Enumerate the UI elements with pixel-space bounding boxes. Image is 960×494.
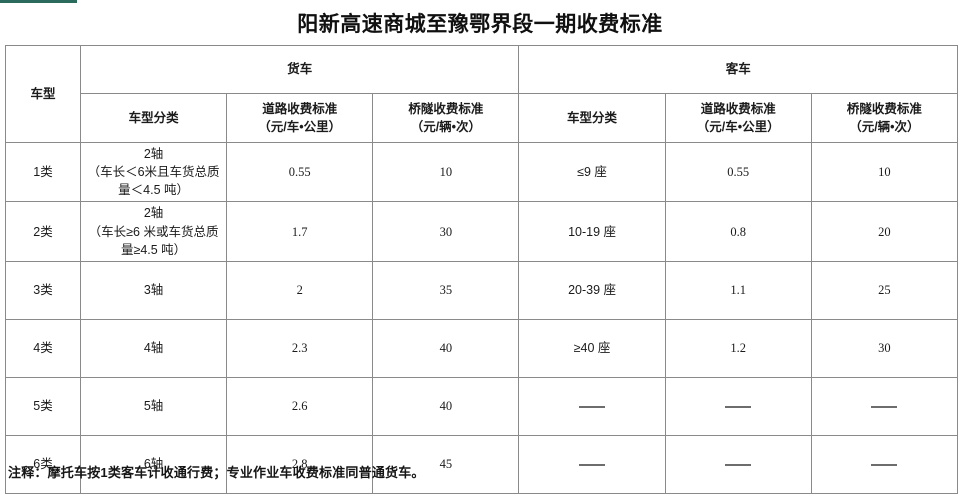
header-passenger-bridge-fee-line2: （元/辆•次） [849, 120, 920, 134]
table-row: 4类 4轴 2.3 40 ≥40 座 1.2 30 [5, 318, 959, 378]
top-accent-bar [0, 0, 77, 3]
header-freight-bridge-fee-line1: 桥隧收费标准 [408, 101, 484, 116]
cell-freight-road-fee: 2.6 [226, 376, 374, 436]
not-applicable-dash [871, 464, 898, 467]
not-applicable-dash [871, 406, 898, 409]
table-header-group-row: 车型 货车 客车 [5, 45, 958, 143]
header-group-passenger: 客车 [518, 45, 958, 94]
header-freight-road-fee-line1: 道路收费标准 [262, 101, 338, 116]
freight-category-line1: 2轴 [143, 206, 164, 221]
table-note: 注释：摩托车按1类客车计收通行费；专业作业车收费标准同普通货车。 [8, 465, 425, 480]
cell-vehicle-type: 2类 [5, 201, 81, 262]
cell-freight-bridge-fee: 45 [372, 434, 520, 494]
header-passenger-category: 车型分类 [518, 93, 666, 143]
not-applicable-dash [725, 406, 752, 409]
header-freight-bridge-fee: 桥隧收费标准 （元/辆•次） [372, 93, 520, 143]
cell-freight-bridge-fee: 40 [372, 318, 520, 378]
cell-passenger-bridge-fee: 20 [810, 201, 959, 262]
table-body: 1类 2轴 （车长＜6米且车货总质量＜4.5 吨） 0.55 10 ≤9 座 0.55 10 2… [5, 141, 959, 494]
freight-category-line1: 5轴 [143, 399, 164, 414]
cell-passenger-category: 20-39 座 [518, 260, 666, 320]
header-passenger-road-fee: 道路收费标准 （元/车•公里） [664, 93, 812, 143]
cell-passenger-bridge-fee: 30 [810, 318, 959, 378]
cell-passenger-road-fee [664, 376, 812, 436]
cell-freight-category: 3轴 [79, 260, 228, 320]
header-freight-road-fee-line2: （元/车•公里） [258, 120, 342, 134]
cell-passenger-category: 10-19 座 [518, 201, 666, 262]
table-header: 车型 货车 客车 车型分类 道路收费标准 （元/车•公里） 桥隧收费标准 （元/… [5, 45, 959, 143]
freight-category-line1: 3轴 [143, 283, 164, 298]
cell-freight-category: 5轴 [79, 376, 228, 436]
fee-table-container: 车型 货车 客车 车型分类 道路收费标准 （元/车•公里） 桥隧收费标准 （元/… [5, 45, 959, 494]
table-row: 3类 3轴 2 35 20-39 座 1.1 25 [5, 260, 959, 320]
cell-freight-road-fee: 1.7 [226, 201, 374, 262]
cell-passenger-bridge-fee: 25 [810, 260, 959, 320]
header-group-freight: 货车 [79, 45, 520, 94]
cell-freight-category: 2轴 （车长＜6米且车货总质量＜4.5 吨） [79, 141, 228, 203]
cell-passenger-road-fee: 1.2 [664, 318, 812, 378]
page-title: 阳新高速商城至豫鄂界段一期收费标准 [297, 13, 663, 36]
cell-vehicle-type: 5类 [5, 376, 81, 436]
cell-passenger-road-fee: 0.8 [664, 201, 812, 262]
cell-passenger-road-fee [664, 434, 812, 494]
cell-freight-category: 2轴 （车长≥6 米或车货总质量≥4.5 吨） [79, 201, 228, 262]
header-passenger-bridge-fee: 桥隧收费标准 （元/辆•次） [810, 93, 959, 143]
cell-freight-road-fee: 0.55 [226, 141, 374, 203]
cell-passenger-road-fee: 0.55 [664, 141, 812, 203]
not-applicable-dash [579, 405, 606, 408]
cell-passenger-category: ≥40 座 [518, 318, 666, 378]
header-vehicle-type: 车型 [5, 45, 81, 143]
cell-passenger-road-fee: 1.1 [664, 260, 812, 320]
cell-passenger-category [518, 434, 666, 494]
toll-fee-table: 车型 货车 客车 车型分类 道路收费标准 （元/车•公里） 桥隧收费标准 （元/… [5, 45, 959, 494]
table-header-sub-row: 车型分类 道路收费标准 （元/车•公里） 桥隧收费标准 （元/辆•次） 车型分类… [6, 93, 959, 143]
cell-passenger-bridge-fee [810, 434, 959, 494]
table-row: 1类 2轴 （车长＜6米且车货总质量＜4.5 吨） 0.55 10 ≤9 座 0.55 10 [5, 141, 959, 203]
cell-freight-road-fee: 2.3 [226, 318, 374, 378]
cell-freight-category: 6轴 [79, 434, 228, 494]
header-freight-category: 车型分类 [79, 93, 228, 143]
cell-vehicle-type: 4类 [5, 318, 81, 378]
cell-freight-bridge-fee: 10 [372, 141, 520, 203]
table-row: 6类 6轴 2.8 45 [5, 434, 959, 494]
cell-vehicle-type: 6类 [5, 434, 81, 494]
cell-vehicle-type: 1类 [5, 141, 81, 203]
cell-passenger-category [518, 376, 666, 436]
cell-passenger-bridge-fee: 10 [810, 141, 959, 203]
header-freight-road-fee: 道路收费标准 （元/车•公里） [226, 93, 374, 143]
not-applicable-dash [725, 464, 752, 467]
freight-category-line1: 6轴 [143, 457, 164, 472]
table-row: 5类 5轴 2.6 40 [5, 376, 959, 436]
header-passenger-bridge-fee-line1: 桥隧收费标准 [846, 101, 922, 116]
cell-vehicle-type: 3类 [5, 260, 81, 320]
cell-passenger-category: ≤9 座 [518, 141, 666, 203]
header-passenger-road-fee-line1: 道路收费标准 [700, 101, 776, 116]
freight-category-line2: （车长＜6米且车货总质量＜4.5 吨） [87, 165, 220, 198]
cell-freight-bridge-fee: 30 [372, 201, 520, 262]
freight-category-line1: 4轴 [143, 341, 164, 356]
header-freight-bridge-fee-line2: （元/辆•次） [410, 120, 482, 134]
cell-freight-bridge-fee: 35 [372, 260, 520, 320]
freight-category-line2: （车长≥6 米或车货总质量≥4.5 吨） [88, 224, 219, 257]
table-row: 2类 2轴 （车长≥6 米或车货总质量≥4.5 吨） 1.7 30 10-19 座 0.8 2… [5, 201, 959, 262]
header-passenger-road-fee-line2: （元/车•公里） [696, 120, 780, 134]
cell-freight-category: 4轴 [79, 318, 228, 378]
cell-freight-bridge-fee: 40 [372, 376, 520, 436]
cell-freight-road-fee: 2 [226, 260, 374, 320]
cell-passenger-bridge-fee [810, 376, 959, 436]
freight-category-line1: 2轴 [143, 147, 164, 161]
not-applicable-dash [579, 463, 606, 466]
